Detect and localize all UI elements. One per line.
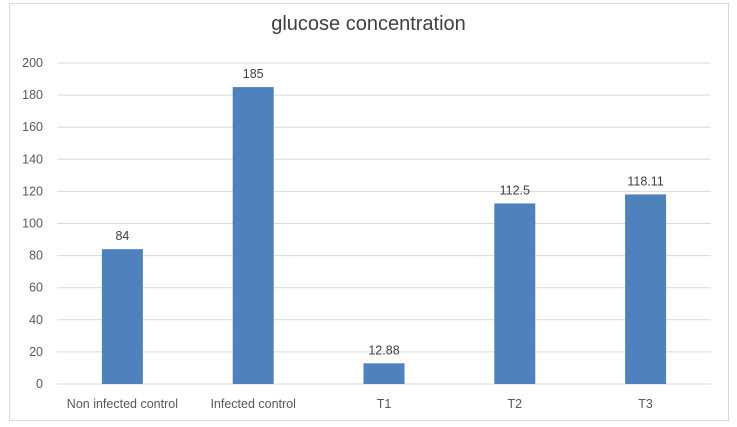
y-tick-label: 80 <box>29 249 43 263</box>
y-axis-ticks: 0 20 40 60 80 100 120 140 160 180 200 <box>22 56 43 391</box>
y-tick-label: 120 <box>22 184 43 198</box>
x-category-label: Infected control <box>210 397 295 411</box>
data-label: 112.5 <box>500 183 530 197</box>
y-tick-label: 140 <box>22 152 43 166</box>
bar <box>625 194 667 384</box>
bar <box>101 249 143 384</box>
x-category-label: T3 <box>638 397 653 411</box>
x-category-label: Non infected control <box>67 397 178 411</box>
data-label: 185 <box>243 67 264 81</box>
bars <box>101 87 667 384</box>
y-tick-label: 20 <box>29 345 43 359</box>
bar <box>363 363 405 384</box>
y-tick-label: 100 <box>22 217 43 231</box>
y-tick-label: 40 <box>29 313 43 327</box>
data-label: 84 <box>115 229 129 243</box>
x-axis-categories: Non infected control Infected control T1 T2… <box>67 397 653 411</box>
bar <box>232 87 274 384</box>
y-tick-label: 60 <box>29 281 43 295</box>
data-labels: 84 185 12.88 112.5 118.11 <box>115 67 663 357</box>
x-category-label: T2 <box>508 397 523 411</box>
y-tick-label: 0 <box>36 377 43 391</box>
x-category-label: T1 <box>377 397 392 411</box>
gridlines <box>57 62 711 385</box>
y-tick-label: 200 <box>22 56 43 70</box>
y-tick-label: 160 <box>22 120 43 134</box>
chart-title: glucose concentration <box>271 13 466 35</box>
y-tick-label: 180 <box>22 88 43 102</box>
bar <box>494 203 536 384</box>
data-label: 118.11 <box>627 174 663 188</box>
data-label: 12.88 <box>368 343 399 357</box>
